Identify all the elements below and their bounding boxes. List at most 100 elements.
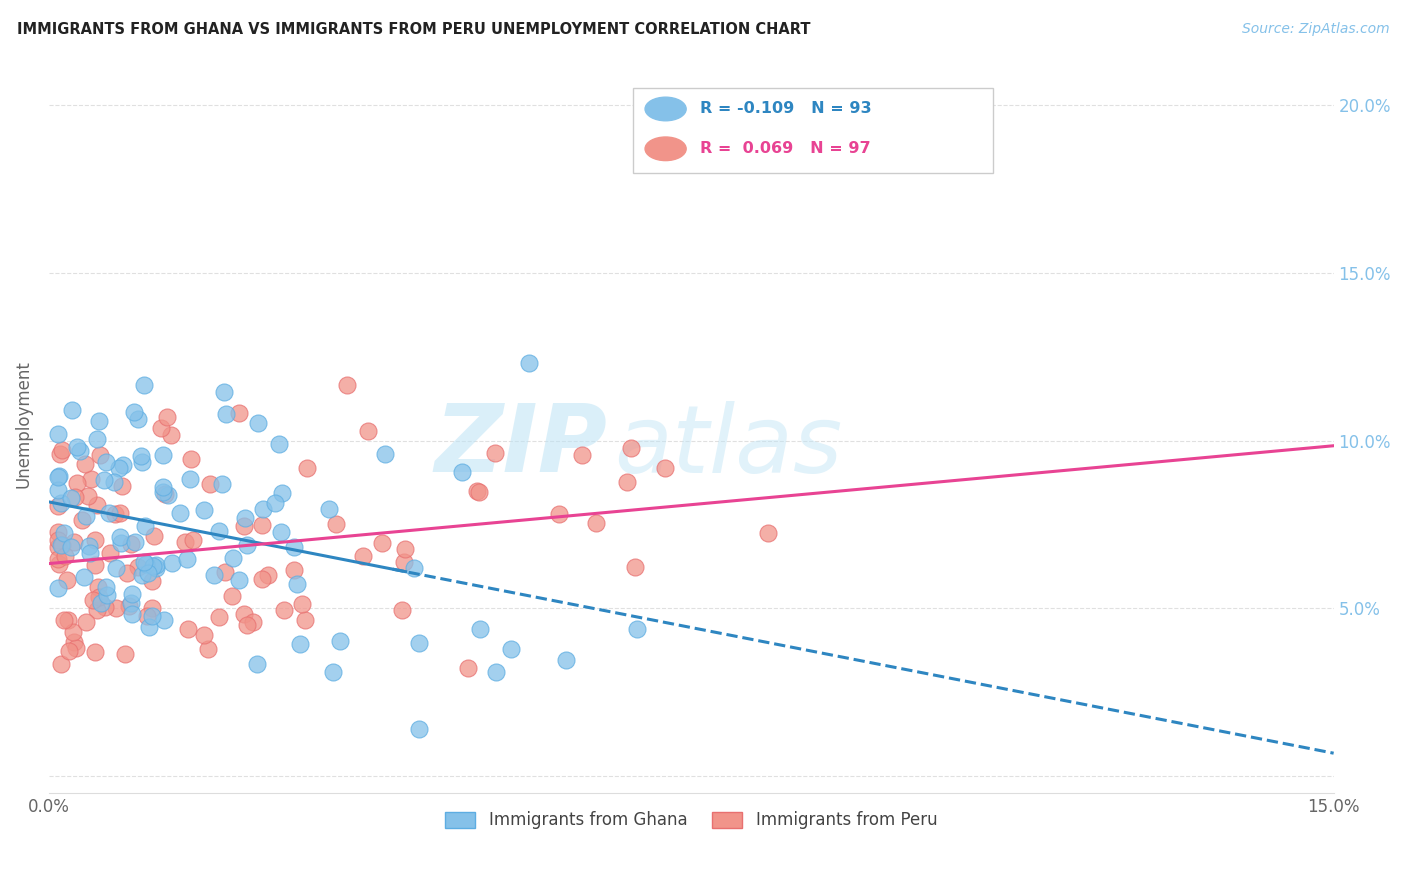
Point xyxy=(457,661,479,675)
Point xyxy=(352,549,374,564)
Point xyxy=(465,483,488,498)
Point xyxy=(76,489,98,503)
Text: R =  0.069   N = 97: R = 0.069 N = 97 xyxy=(700,141,870,156)
Point xyxy=(152,613,174,627)
Point xyxy=(129,449,152,463)
Point xyxy=(654,460,676,475)
Point xyxy=(70,512,93,526)
Point xyxy=(66,476,89,491)
Point xyxy=(120,596,142,610)
Point xyxy=(51,539,73,553)
Point xyxy=(291,597,314,611)
Point xyxy=(94,455,117,469)
Point xyxy=(49,447,72,461)
Point xyxy=(252,572,274,586)
Point xyxy=(122,405,145,419)
Point xyxy=(193,503,215,517)
Point xyxy=(79,546,101,560)
Point xyxy=(60,491,83,506)
Point xyxy=(134,555,156,569)
Point xyxy=(94,580,117,594)
Point xyxy=(120,537,142,551)
Point xyxy=(136,566,159,580)
Legend: Immigrants from Ghana, Immigrants from Peru: Immigrants from Ghana, Immigrants from P… xyxy=(439,805,943,836)
Point xyxy=(136,609,159,624)
Point xyxy=(374,448,396,462)
Point xyxy=(467,485,489,500)
Point xyxy=(156,410,179,425)
Point xyxy=(153,487,176,501)
Point xyxy=(283,564,305,578)
Point xyxy=(103,475,125,489)
Point xyxy=(160,556,183,570)
Point xyxy=(177,622,200,636)
Point xyxy=(93,599,115,614)
Point xyxy=(208,524,231,538)
Point xyxy=(270,524,292,539)
Point xyxy=(142,558,165,573)
Point xyxy=(221,551,243,566)
Point xyxy=(75,457,97,471)
Point xyxy=(392,555,415,569)
Point xyxy=(288,636,311,650)
Point xyxy=(145,558,167,572)
Point xyxy=(59,540,82,554)
Point xyxy=(121,607,143,621)
Point xyxy=(267,437,290,451)
Point xyxy=(198,476,221,491)
Point xyxy=(111,479,134,493)
Point xyxy=(108,460,131,475)
Text: ZIP: ZIP xyxy=(434,400,607,492)
Point xyxy=(127,412,149,426)
Point xyxy=(110,530,132,544)
Point xyxy=(228,407,250,421)
Point xyxy=(121,587,143,601)
Point xyxy=(619,442,641,456)
Point xyxy=(49,657,72,671)
Point xyxy=(63,535,86,549)
Point xyxy=(202,567,225,582)
Point xyxy=(215,407,238,421)
Point xyxy=(87,414,110,428)
Point xyxy=(273,603,295,617)
Point xyxy=(86,603,108,617)
Point xyxy=(48,469,70,483)
Point xyxy=(51,538,73,552)
Point xyxy=(322,665,344,679)
Point xyxy=(233,511,256,525)
Text: atlas: atlas xyxy=(614,401,842,491)
Point xyxy=(152,485,174,500)
Point xyxy=(75,508,97,523)
Text: Source: ZipAtlas.com: Source: ZipAtlas.com xyxy=(1241,22,1389,37)
Point xyxy=(408,723,430,737)
Point xyxy=(141,600,163,615)
Point xyxy=(58,613,80,627)
Point xyxy=(263,496,285,510)
Point xyxy=(325,516,347,531)
Point xyxy=(60,403,83,417)
Point xyxy=(548,507,571,521)
Point xyxy=(62,625,84,640)
Point xyxy=(391,603,413,617)
Point xyxy=(236,617,259,632)
Point xyxy=(394,541,416,556)
Point xyxy=(118,599,141,613)
Point xyxy=(250,518,273,533)
Point xyxy=(65,491,87,505)
Point xyxy=(236,538,259,552)
Point xyxy=(233,607,256,621)
Point xyxy=(287,577,309,591)
Point xyxy=(271,486,294,500)
Point xyxy=(124,535,146,549)
Point xyxy=(104,507,127,521)
Point xyxy=(53,549,76,563)
Point xyxy=(131,568,153,582)
Point xyxy=(470,622,492,636)
Point xyxy=(46,541,69,555)
Point xyxy=(517,356,540,370)
Point xyxy=(127,559,149,574)
Point xyxy=(501,641,523,656)
Point xyxy=(295,461,318,475)
Point xyxy=(98,506,121,520)
Point xyxy=(197,642,219,657)
